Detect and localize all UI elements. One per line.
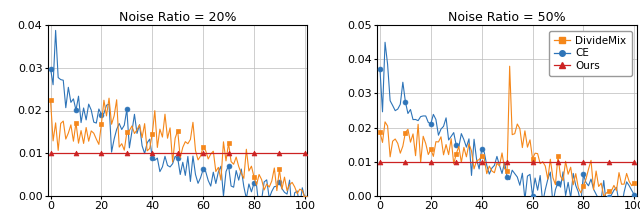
Title: Noise Ratio = 50%: Noise Ratio = 50% <box>448 11 566 24</box>
Legend: DivideMix, CE, Ours: DivideMix, CE, Ours <box>549 31 632 76</box>
Title: Noise Ratio = 20%: Noise Ratio = 20% <box>119 11 236 24</box>
